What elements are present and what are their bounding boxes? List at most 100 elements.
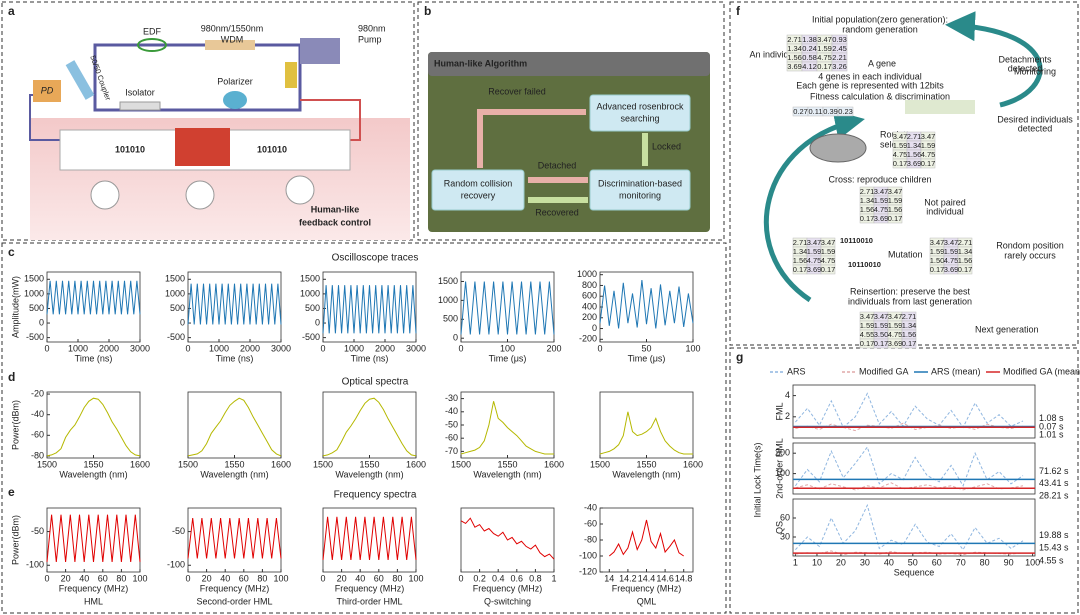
fitness-value: 0.11	[808, 107, 822, 116]
matrix-value: 0.24	[802, 44, 817, 53]
matrix-cell	[831, 61, 848, 72]
matrix-value: 2.21	[832, 53, 847, 62]
matrix-value: 4.75	[821, 256, 836, 265]
y-axis-title: QS	[774, 521, 784, 534]
ga-text: Fitness calculation & discrimination	[810, 91, 950, 101]
series-line	[794, 446, 1024, 487]
x-tick-label: 1550	[83, 459, 103, 469]
plot-frame	[322, 271, 417, 343]
y-tick-label: 100	[775, 468, 790, 478]
mean-label: 1.01 s	[1039, 430, 1064, 440]
y-tick-label: 500	[170, 303, 185, 313]
x-tick-label: 60	[932, 557, 942, 567]
feedback-label: Human-like	[311, 204, 360, 214]
trace	[608, 519, 684, 557]
y-tick-label: 500	[29, 303, 44, 313]
y-tick-label: -70	[445, 446, 458, 456]
y-tick-label: 400	[582, 301, 597, 311]
matrix-value: 0.17	[793, 265, 808, 274]
x-tick-label: 3000	[271, 343, 291, 353]
component-label: 980nm/1550nm	[201, 23, 264, 33]
y-tick-label: 1000	[300, 288, 320, 298]
x-tick-label: 1600	[406, 459, 426, 469]
x-tick-label: 1000	[68, 343, 88, 353]
node-label: recovery	[461, 190, 496, 200]
bit-label: 101010	[257, 144, 287, 154]
ga-text: detected	[1018, 123, 1053, 133]
x-tick-label: 1500	[313, 459, 333, 469]
y-axis-title: Power(dBm)	[10, 515, 20, 565]
y-tick-label: 0	[39, 317, 44, 327]
y-tick-label: 1500	[24, 274, 44, 284]
matrix-value: 2.45	[832, 44, 847, 53]
bit-string: 10110010	[840, 236, 873, 245]
x-axis-title: Wavelength (nm)	[59, 469, 127, 479]
matrix-value: 1.56	[787, 53, 802, 62]
matrix-value: 4.75	[944, 256, 959, 265]
x-axis-title: Frequency (MHz)	[200, 583, 270, 593]
matrix-value: 0.17	[921, 159, 936, 168]
trace	[46, 514, 141, 562]
matrix-value: 0.17	[930, 265, 945, 274]
y-tick-label: -80	[31, 450, 44, 460]
x-tick-label: 20	[61, 573, 71, 583]
matrix-value: 1.34	[860, 196, 875, 205]
y-tick-label: 1500	[300, 274, 320, 284]
y-tick-label: -200	[579, 334, 597, 344]
x-tick-label: 1550	[497, 459, 517, 469]
x-tick-label: 1600	[130, 459, 150, 469]
panel-label: c	[8, 245, 15, 259]
trace	[322, 516, 417, 560]
matrix-value: 0.17	[874, 339, 889, 348]
matrix-value: 4.75	[807, 256, 822, 265]
x-tick-label: 10	[812, 557, 822, 567]
difference-label: 43.41 s	[1039, 478, 1069, 488]
y-axis-title: FML	[774, 403, 784, 421]
matrix-value: 0.93	[832, 35, 847, 44]
x-tick-label: 200	[546, 343, 561, 353]
node-label: Advanced rosenbrock	[596, 101, 684, 111]
x-tick-label: 1	[551, 573, 556, 583]
component-label: PD	[41, 85, 54, 95]
matrix-value: 1.56	[793, 256, 808, 265]
ga-diagram	[763, 11, 1043, 303]
y-tick-label: 0	[592, 323, 597, 333]
matrix-value: 2.71	[907, 132, 922, 141]
matrix-value: 0.17	[888, 214, 903, 223]
x-tick-label: 60	[98, 573, 108, 583]
x-axis-title: Frequency (MHz)	[612, 583, 682, 593]
row-title: Oscilloscope traces	[332, 253, 419, 264]
matrix-value: 2.71	[958, 238, 973, 247]
matrix-value: 3.69	[787, 62, 802, 71]
x-tick-label: 30	[860, 557, 870, 567]
y-tick-label: -50	[172, 526, 185, 536]
x-tick-label: 2000	[240, 343, 260, 353]
y-tick-label: -60	[445, 433, 458, 443]
x-tick-label: 3000	[406, 343, 426, 353]
x-tick-label: 0	[320, 343, 325, 353]
x-tick-label: 20	[836, 557, 846, 567]
matrix-value: 1.59	[921, 141, 936, 150]
plot-frame	[599, 391, 694, 459]
component-label: Polarizer	[217, 76, 253, 86]
matrix-value: 3.47	[807, 238, 822, 247]
y-tick-label: 0	[453, 333, 458, 343]
x-tick-label: 0	[458, 573, 463, 583]
x-tick-label: 1550	[636, 459, 656, 469]
matrix-value: 3.69	[874, 214, 889, 223]
matrix-value: 1.56	[902, 330, 917, 339]
matrix-value: 0.17	[860, 214, 875, 223]
x-axis-title: Sequence	[894, 567, 935, 577]
x-axis-title: Frequency (MHz)	[59, 583, 129, 593]
x-tick-label: 0	[185, 343, 190, 353]
panel-label: d	[8, 370, 15, 384]
ga-text: Desired individuals	[997, 114, 1073, 124]
matrix-value: 1.56	[860, 205, 875, 214]
matrix-value: 3.69	[907, 159, 922, 168]
series-line	[795, 503, 1024, 551]
plot-caption: HML	[84, 596, 103, 606]
difference-label: 15.43 s	[1039, 543, 1069, 553]
x-axis-title: Frequency (MHz)	[335, 583, 405, 593]
x-tick-label: 3000	[130, 343, 150, 353]
x-tick-label: 50	[641, 343, 651, 353]
